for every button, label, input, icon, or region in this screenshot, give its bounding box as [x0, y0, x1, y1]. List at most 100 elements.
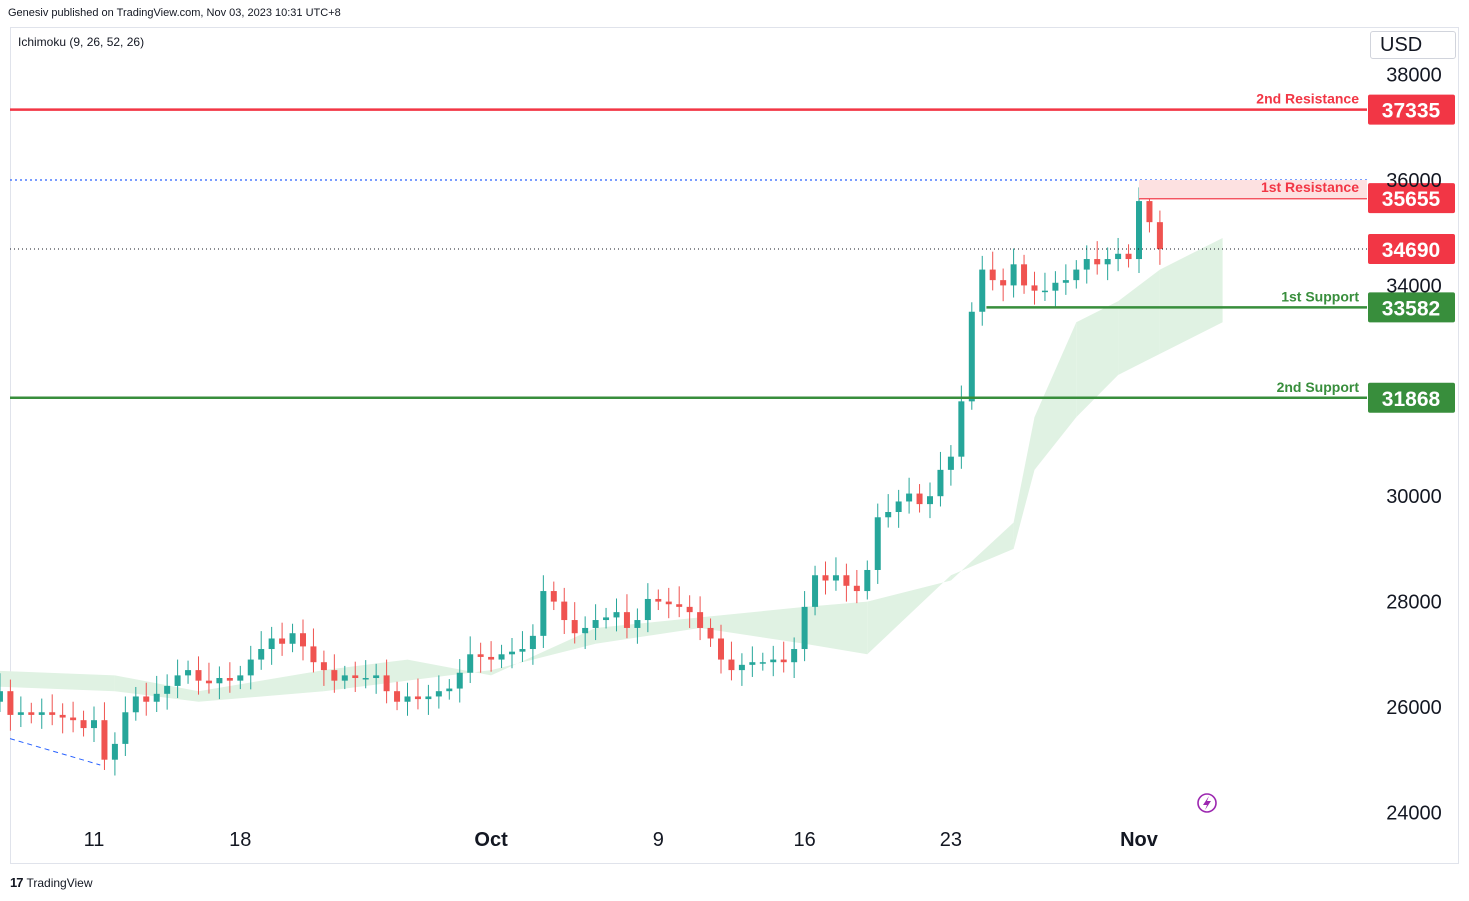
candle-body[interactable]: [947, 456, 954, 470]
candle-body[interactable]: [540, 591, 547, 636]
candle-body[interactable]: [185, 670, 192, 676]
candle-body[interactable]: [885, 512, 892, 518]
candle-body[interactable]: [425, 696, 432, 700]
candle-body[interactable]: [707, 627, 714, 639]
candle-body[interactable]: [1000, 280, 1007, 286]
candle-body[interactable]: [101, 720, 108, 760]
candle-body[interactable]: [258, 649, 265, 660]
candle-body[interactable]: [812, 575, 819, 607]
candle-body[interactable]: [822, 575, 829, 581]
candle-body[interactable]: [906, 493, 913, 502]
currency-selector[interactable]: USD: [1370, 31, 1456, 59]
candle-body[interactable]: [362, 678, 369, 680]
candle-body[interactable]: [394, 691, 401, 702]
candle-body[interactable]: [979, 269, 986, 312]
candle-body[interactable]: [404, 696, 411, 702]
candle-body[interactable]: [1062, 280, 1069, 283]
candle-body[interactable]: [456, 672, 463, 689]
candle-body[interactable]: [780, 659, 787, 663]
candle-body[interactable]: [1073, 269, 1080, 281]
candle-body[interactable]: [383, 675, 390, 692]
candle-body[interactable]: [216, 678, 223, 684]
candle-body[interactable]: [759, 662, 766, 664]
candle-body[interactable]: [916, 493, 923, 505]
candle-body[interactable]: [676, 604, 683, 607]
candle-body[interactable]: [247, 659, 254, 676]
candle-body[interactable]: [122, 712, 129, 744]
candle-body[interactable]: [195, 670, 202, 681]
candle-body[interactable]: [205, 680, 212, 684]
candle-body[interactable]: [582, 627, 589, 634]
candle-body[interactable]: [143, 696, 150, 702]
candle-body[interactable]: [550, 591, 557, 602]
candle-body[interactable]: [509, 651, 515, 655]
candle-body[interactable]: [488, 656, 495, 660]
candle-body[interactable]: [791, 649, 798, 663]
candle-body[interactable]: [1083, 259, 1090, 270]
candle-body[interactable]: [38, 712, 45, 715]
candle-body[interactable]: [341, 675, 348, 681]
candle-body[interactable]: [268, 638, 275, 650]
candle-body[interactable]: [226, 678, 233, 681]
candle-body[interactable]: [91, 720, 97, 729]
candle-body[interactable]: [843, 575, 850, 586]
candle-body[interactable]: [59, 714, 66, 718]
candle-body[interactable]: [801, 606, 808, 650]
candle-body[interactable]: [28, 712, 35, 715]
candle-body[interactable]: [70, 717, 77, 721]
candle-body[interactable]: [644, 598, 651, 621]
candle-body[interactable]: [989, 269, 996, 281]
candle-body[interactable]: [279, 638, 286, 644]
candle-body[interactable]: [603, 617, 610, 621]
candle-body[interactable]: [665, 601, 672, 605]
candle-body[interactable]: [300, 633, 306, 647]
candle-body[interactable]: [320, 662, 327, 671]
candle-body[interactable]: [1094, 259, 1101, 265]
candle-body[interactable]: [414, 696, 421, 700]
candle-body[interactable]: [853, 585, 860, 592]
candle-body[interactable]: [749, 662, 756, 665]
candle-body[interactable]: [655, 598, 662, 602]
candle-body[interactable]: [446, 688, 453, 692]
candle-body[interactable]: [738, 664, 745, 671]
candle-body[interactable]: [0, 691, 3, 702]
candle-body[interactable]: [895, 501, 902, 513]
candle-body[interactable]: [1146, 201, 1153, 223]
candle-body[interactable]: [7, 691, 14, 715]
candle-body[interactable]: [111, 743, 118, 760]
trend-line-segment[interactable]: [9, 738, 101, 766]
candle-body[interactable]: [832, 575, 839, 581]
candle-body[interactable]: [958, 401, 965, 457]
candle-body[interactable]: [132, 696, 139, 713]
candle-body[interactable]: [1052, 282, 1059, 291]
candle-body[interactable]: [164, 685, 171, 694]
candle-body[interactable]: [352, 675, 359, 679]
candle-body[interactable]: [1031, 285, 1038, 291]
candle-body[interactable]: [1041, 290, 1048, 293]
candle-body[interactable]: [1010, 264, 1017, 286]
candle-body[interactable]: [1156, 222, 1163, 250]
candle-body[interactable]: [237, 675, 244, 681]
candle-body[interactable]: [49, 712, 56, 715]
candle-body[interactable]: [686, 606, 693, 613]
candle-body[interactable]: [331, 670, 338, 681]
candle-body[interactable]: [937, 469, 944, 497]
candle-body[interactable]: [874, 517, 881, 570]
candle-body[interactable]: [864, 569, 871, 592]
candle-body[interactable]: [634, 620, 641, 628]
candle-body[interactable]: [613, 612, 620, 618]
candle-body[interactable]: [174, 675, 181, 686]
candle-body[interactable]: [477, 654, 484, 657]
candle-body[interactable]: [623, 612, 630, 628]
candle-body[interactable]: [728, 659, 735, 671]
candle-body[interactable]: [697, 612, 704, 628]
candle-body[interactable]: [373, 675, 380, 679]
candle-body[interactable]: [498, 654, 505, 660]
candle-body[interactable]: [310, 646, 317, 663]
candle-body[interactable]: [571, 620, 578, 634]
candle-body[interactable]: [1021, 264, 1028, 286]
candle-body[interactable]: [561, 601, 568, 621]
candle-body[interactable]: [1104, 259, 1111, 265]
candle-body[interactable]: [529, 635, 536, 650]
